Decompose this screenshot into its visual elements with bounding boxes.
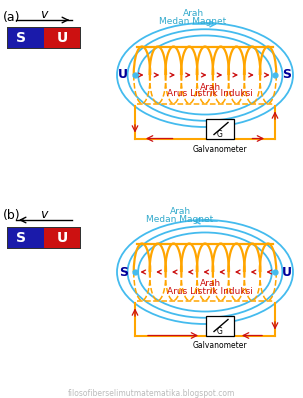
- Text: Arah: Arah: [199, 279, 221, 289]
- Text: filosofiberselimutmatematika.blogspot.com: filosofiberselimutmatematika.blogspot.co…: [67, 388, 235, 398]
- Text: Arah: Arah: [169, 207, 191, 217]
- Text: U: U: [56, 231, 68, 245]
- Bar: [206, 316, 234, 336]
- Text: G: G: [217, 130, 223, 139]
- Text: v: v: [40, 8, 48, 21]
- Text: Arah: Arah: [182, 10, 204, 18]
- Bar: [44, 228, 80, 248]
- Bar: [206, 119, 234, 139]
- Text: U: U: [282, 265, 292, 279]
- Text: G: G: [217, 327, 223, 336]
- Text: S: S: [16, 31, 26, 45]
- Text: S: S: [16, 231, 26, 245]
- Bar: [7, 27, 81, 49]
- Text: Galvanometer: Galvanometer: [193, 144, 247, 154]
- Text: S: S: [282, 68, 291, 82]
- Text: v: v: [40, 207, 48, 220]
- Bar: [8, 228, 44, 248]
- Text: Medan Magnet: Medan Magnet: [159, 16, 227, 25]
- Text: Arus Listrik Induksi: Arus Listrik Induksi: [167, 90, 253, 98]
- Text: Arus Listrik Induksi: Arus Listrik Induksi: [167, 287, 253, 295]
- Text: (a): (a): [3, 11, 21, 24]
- Bar: [8, 28, 44, 48]
- Bar: [7, 227, 81, 249]
- Text: U: U: [118, 68, 128, 82]
- Text: Arah: Arah: [199, 82, 221, 92]
- Text: S: S: [119, 265, 128, 279]
- Text: (b): (b): [3, 209, 21, 222]
- Text: Medan Magnet: Medan Magnet: [146, 215, 214, 224]
- Text: U: U: [56, 31, 68, 45]
- Bar: [44, 28, 80, 48]
- Text: Galvanometer: Galvanometer: [193, 341, 247, 351]
